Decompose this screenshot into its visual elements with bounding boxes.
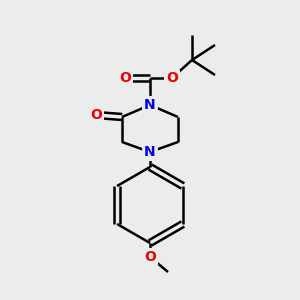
Text: N: N	[144, 98, 156, 112]
Text: O: O	[90, 108, 102, 122]
Text: O: O	[144, 250, 156, 264]
Text: N: N	[144, 145, 156, 159]
Text: O: O	[166, 71, 178, 85]
Text: O: O	[119, 71, 131, 85]
